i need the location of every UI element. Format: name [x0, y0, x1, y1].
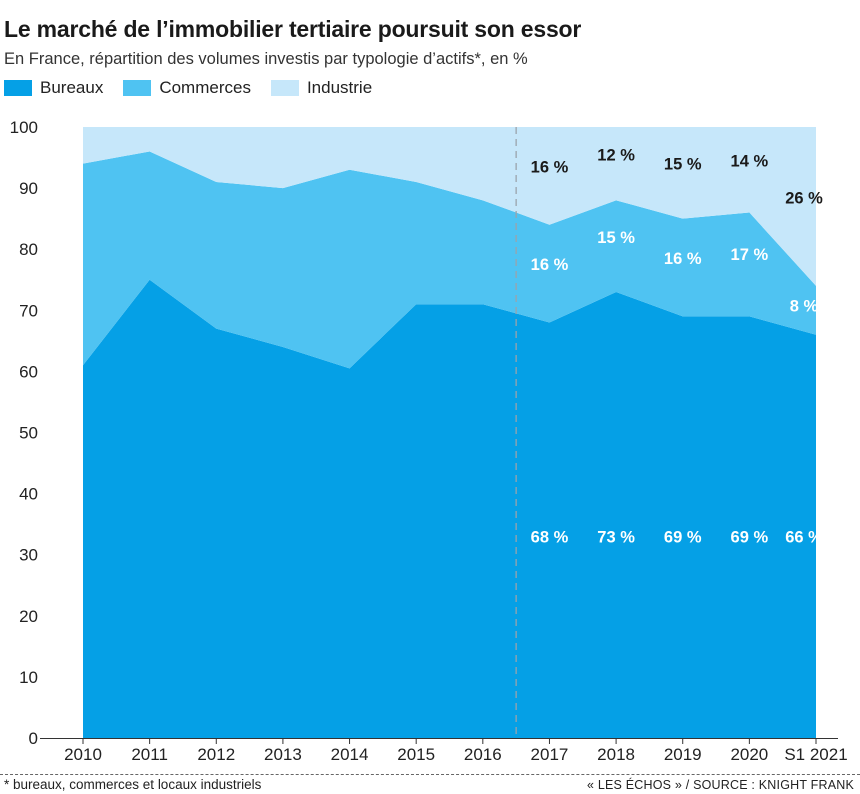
legend: Bureaux Commerces Industrie [4, 78, 372, 98]
y-tick-label: 30 [19, 546, 38, 565]
y-tick-label: 60 [19, 362, 38, 381]
data-label-industrie: 12 % [597, 146, 635, 164]
data-label-commerces: 8 % [790, 297, 819, 315]
data-label-bureaux: 69 % [731, 528, 769, 546]
data-label-bureaux: 68 % [531, 528, 569, 546]
source-credit: « LES ÉCHOS » / SOURCE : KNIGHT FRANK [587, 778, 854, 792]
y-tick-label: 40 [19, 485, 38, 504]
y-tick-label: 0 [29, 729, 38, 748]
x-tick-label: 2015 [397, 745, 435, 764]
data-label-industrie: 16 % [531, 159, 569, 177]
chart-subtitle: En France, répartition des volumes inves… [4, 50, 528, 68]
legend-label-bureaux: Bureaux [40, 78, 104, 97]
data-label-commerces: 16 % [664, 250, 702, 268]
legend-label-industrie: Industrie [306, 78, 373, 97]
x-tick-label: 2020 [730, 745, 768, 764]
y-tick-label: 90 [19, 179, 38, 198]
footnote: * bureaux, commerces et locaux industrie… [4, 777, 262, 792]
x-tick-label: 2011 [131, 745, 168, 764]
y-tick-label: 70 [19, 301, 38, 320]
data-label-commerces: 15 % [597, 229, 635, 247]
x-tick-label: 2016 [464, 745, 502, 764]
legend-swatch-industrie [270, 80, 299, 96]
data-label-commerces: 16 % [531, 256, 569, 274]
y-tick-label: 10 [19, 668, 38, 687]
x-tick-label: 2014 [331, 745, 369, 764]
x-tick-label: 2019 [664, 745, 702, 764]
chart-title: Le marché de l’immobilier tertiaire pour… [4, 16, 582, 42]
y-tick-label: 80 [19, 240, 38, 259]
footer-divider [0, 774, 860, 775]
data-label-industrie: 26 % [785, 189, 823, 207]
x-tick-label: 2017 [531, 745, 569, 764]
area-industrie [83, 127, 816, 286]
data-label-bureaux: 66 % [785, 528, 823, 546]
data-label-industrie: 14 % [731, 153, 769, 171]
legend-item-industrie: Industrie [270, 78, 373, 98]
data-label-bureaux: 69 % [664, 528, 702, 546]
legend-swatch-commerces [123, 80, 152, 96]
data-label-bureaux: 73 % [597, 528, 635, 546]
legend-item-commerces: Commerces [123, 78, 251, 98]
y-tick-label: 50 [19, 424, 38, 443]
y-tick-label: 20 [19, 607, 38, 626]
legend-label-commerces: Commerces [159, 78, 251, 97]
data-label-industrie: 15 % [664, 156, 702, 174]
data-label-commerces: 17 % [731, 246, 769, 264]
x-tick-label: 2018 [597, 745, 635, 764]
area-bureaux [83, 279, 816, 738]
stacked-area-chart: 0 10 20 30 40 50 60 70 80 90 100 2010 2011 2012 2013 20… [10, 118, 848, 764]
legend-swatch-bureaux [4, 80, 32, 96]
x-tick-label: 2010 [64, 745, 102, 764]
x-tick-label: 2013 [264, 745, 302, 764]
area-commerces [83, 151, 816, 369]
x-tick-label: S1 2021 [784, 745, 847, 764]
y-tick-label: 100 [10, 118, 38, 137]
legend-item-bureaux: Bureaux [4, 78, 103, 98]
x-tick-label: 2012 [197, 745, 235, 764]
